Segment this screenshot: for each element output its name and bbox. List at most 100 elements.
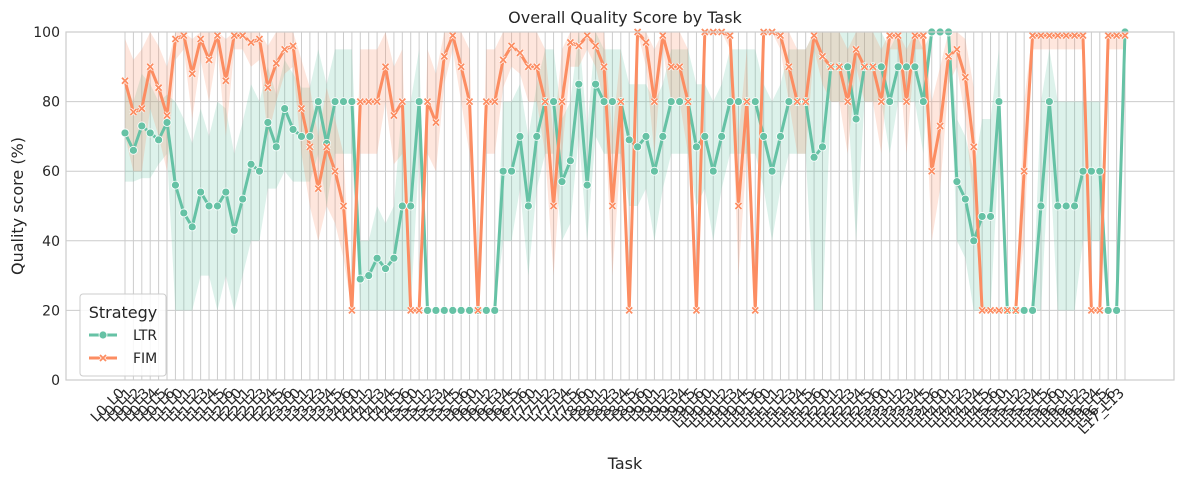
legend-entry-ltr: LTR — [89, 328, 157, 344]
data-point-ltr — [246, 159, 256, 169]
data-point-ltr — [767, 166, 777, 176]
data-point-fim — [347, 306, 357, 315]
data-point-fim — [1070, 31, 1079, 40]
data-point-fim — [818, 52, 827, 61]
legend-title: Strategy — [89, 303, 158, 322]
data-point-fim — [406, 306, 415, 315]
data-point-fim — [986, 306, 995, 315]
data-point-ltr — [481, 305, 491, 315]
data-point-ltr — [1044, 97, 1054, 106]
data-point-ltr — [330, 97, 340, 106]
data-point-fim — [179, 31, 188, 40]
data-point-fim — [263, 83, 272, 92]
data-point-fim — [961, 73, 970, 82]
data-point-fim — [1062, 31, 1071, 40]
data-point-fim — [381, 62, 390, 71]
data-point-fim — [1020, 167, 1029, 176]
data-point-fim — [221, 76, 230, 85]
y-tick-label: 80 — [42, 95, 60, 111]
data-point-ltr — [784, 97, 794, 106]
data-point-fim — [1036, 31, 1046, 40]
data-point-ltr — [263, 118, 273, 127]
data-point-fim — [440, 52, 449, 61]
data-point-ltr — [1103, 305, 1113, 315]
data-point-fim — [935, 121, 945, 131]
data-point-fim — [919, 31, 928, 40]
data-point-fim — [532, 62, 541, 71]
data-point-fim — [675, 62, 684, 71]
legend: Strategy LTR FIM — [79, 293, 167, 377]
data-point-ltr — [607, 97, 617, 106]
data-point-fim — [482, 97, 491, 106]
data-point-ltr — [456, 305, 466, 315]
data-point-fim — [885, 31, 894, 40]
data-point-ltr — [876, 62, 886, 72]
data-point-ltr — [372, 253, 382, 263]
data-point-fim — [776, 31, 785, 40]
data-point-ltr — [490, 305, 500, 315]
data-point-ltr — [229, 225, 239, 235]
data-point-ltr — [498, 166, 508, 176]
vertical-gridlines — [124, 32, 1126, 380]
data-point-ltr — [734, 97, 743, 106]
data-point-fim — [625, 306, 634, 315]
data-point-ltr — [297, 131, 306, 141]
data-point-ltr — [918, 97, 928, 106]
data-point-fim — [725, 31, 735, 40]
data-point-fim — [499, 55, 508, 64]
data-point-fim — [1078, 31, 1088, 40]
data-point-fim — [1003, 306, 1012, 315]
data-point-fim — [969, 142, 978, 151]
data-point-fim — [566, 38, 575, 47]
data-point-fim — [641, 38, 651, 47]
data-point-ltr — [1086, 166, 1096, 176]
data-point-ltr — [439, 305, 449, 315]
data-point-fim — [541, 97, 550, 106]
legend-label: LTR — [133, 328, 157, 344]
data-point-ltr — [902, 62, 911, 72]
data-point-ltr — [397, 201, 407, 211]
data-point-fim — [692, 306, 701, 315]
data-point-fim — [1104, 31, 1113, 40]
data-point-ltr — [557, 177, 567, 187]
y-tick-label: 40 — [42, 234, 60, 250]
data-point-fim — [1053, 31, 1062, 40]
data-point-fim — [490, 97, 499, 106]
data-point-ltr — [977, 212, 987, 221]
data-point-fim — [389, 111, 399, 120]
data-point-fim — [978, 306, 987, 315]
data-point-fim — [1028, 31, 1037, 40]
data-point-fim — [549, 201, 558, 211]
data-point-ltr — [599, 97, 609, 106]
data-point-fim — [356, 97, 365, 106]
data-point-ltr — [641, 131, 651, 141]
data-point-fim — [515, 48, 525, 58]
data-point-ltr — [776, 131, 785, 141]
data-point-ltr — [666, 97, 676, 106]
data-point-ltr — [414, 97, 424, 106]
y-axis-label: Quality score (%) — [8, 137, 27, 275]
data-point-fim — [860, 62, 869, 71]
data-point-fim — [1087, 306, 1096, 315]
data-point-ltr — [339, 97, 348, 106]
data-point-fim — [230, 31, 239, 40]
data-point-ltr — [633, 142, 643, 152]
data-point-fim — [213, 31, 222, 40]
data-point-fim — [473, 306, 483, 315]
y-tick-label: 20 — [42, 303, 60, 319]
series-markers — [120, 27, 1130, 315]
data-point-fim — [809, 31, 819, 40]
data-point-fim — [246, 38, 256, 47]
data-point-ltr — [994, 97, 1004, 106]
data-point-fim — [171, 34, 180, 44]
data-point-fim — [583, 31, 592, 40]
y-tick-label: 0 — [51, 373, 60, 389]
data-point-ltr — [347, 97, 357, 106]
data-point-ltr — [238, 194, 248, 204]
x-tick-labels: L0_L0L0_L1L0_L2L0_L3L0_L4L0_L5L0_L6L1_L0… — [88, 385, 1128, 438]
data-point-fim — [1045, 31, 1054, 40]
data-point-ltr — [187, 222, 197, 232]
data-point-ltr — [1095, 166, 1105, 176]
data-point-fim — [448, 31, 457, 40]
data-point-ltr — [708, 166, 718, 176]
